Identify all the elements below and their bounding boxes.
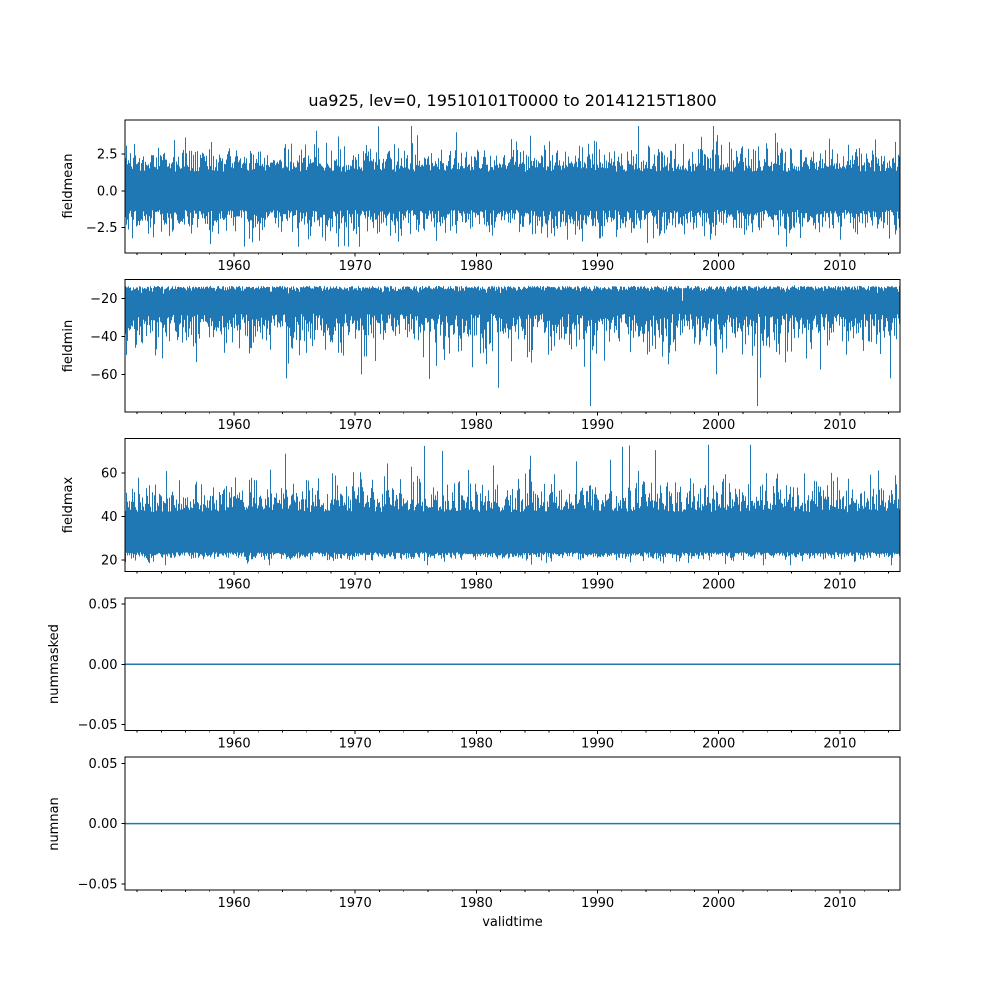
y-tick-label: 0.00 — [89, 817, 118, 832]
series-line-fieldmean — [125, 126, 900, 247]
y-tick-label: −0.05 — [78, 878, 118, 893]
x-tick-label: 1960 — [218, 737, 251, 752]
x-tick-label: 1990 — [581, 737, 614, 752]
axes-frame — [124, 119, 901, 254]
x-tick-label: 1980 — [460, 737, 493, 752]
x-tick-label: 2010 — [823, 259, 856, 274]
x-tick-label: 1970 — [339, 259, 372, 274]
y-tick-label: 0.05 — [89, 598, 118, 613]
x-tick-label: 1960 — [218, 418, 251, 433]
series-line-fieldmin — [125, 285, 900, 406]
x-tick-label: 2000 — [702, 896, 735, 911]
x-tick-label: 2000 — [702, 418, 735, 433]
x-tick-label: 1970 — [339, 737, 372, 752]
y-tick-label: 0.00 — [89, 658, 118, 673]
subplot-fieldmax: 1960 1970 1980 1990 2000 2010 60 40 20 — [101, 438, 901, 592]
figure-title: ua925, lev=0, 19510101T0000 to 20141215T… — [308, 91, 717, 110]
series-line-fieldmax — [125, 444, 900, 566]
y-tick-label: −2.5 — [86, 221, 118, 236]
x-tick-label: 2010 — [823, 418, 856, 433]
y-tick-label: −40 — [90, 330, 117, 345]
y-tick-label: −20 — [90, 292, 117, 307]
x-tick-label: 2010 — [823, 737, 856, 752]
x-tick-label: 1980 — [460, 896, 493, 911]
x-axis-label: validtime — [482, 915, 543, 930]
x-tick-label: 1960 — [218, 259, 251, 274]
subplot-nummasked: 1960 1970 1980 1990 2000 2010 0.05 0.00 −0.05 — [78, 597, 901, 752]
x-tick-label: 1990 — [581, 259, 614, 274]
ylabel-numnan: numnan — [46, 797, 62, 851]
y-tick-label: 60 — [101, 466, 118, 481]
axes-frame — [124, 438, 901, 572]
x-tick-label: 1970 — [339, 896, 372, 911]
subplot-numnan: 1960 1970 1980 1990 2000 2010 0.05 0.00 −0.05 — [78, 756, 901, 911]
axes-frame — [124, 278, 901, 413]
x-tick-label: 2010 — [823, 896, 856, 911]
x-tick-label: 1990 — [581, 418, 614, 433]
y-tick-label: −60 — [90, 368, 117, 383]
subplot-fieldmin: 1960 1970 1980 1990 2000 2010 −20 −40 −60 — [90, 278, 901, 433]
y-tick-label: 0.0 — [97, 184, 118, 199]
x-tick-label: 1970 — [339, 577, 372, 592]
x-tick-label: 1980 — [460, 418, 493, 433]
x-tick-label: 1960 — [218, 577, 251, 592]
ylabel-fieldmax: fieldmax — [60, 476, 76, 534]
x-tick-label: 1980 — [460, 259, 493, 274]
x-tick-label: 2000 — [702, 577, 735, 592]
x-tick-label: 2000 — [702, 737, 735, 752]
x-tick-label: 2010 — [823, 577, 856, 592]
ylabel-nummasked: nummasked — [46, 624, 62, 704]
x-tick-label: 1990 — [581, 896, 614, 911]
x-tick-label: 1970 — [339, 418, 372, 433]
subplot-fieldmean: 1960 1970 1980 1990 2000 2010 2.5 0.0 −2.5 — [86, 119, 901, 274]
x-tick-label: 1990 — [581, 577, 614, 592]
x-tick-label: 1980 — [460, 577, 493, 592]
x-tick-label: 2000 — [702, 259, 735, 274]
y-tick-label: 2.5 — [97, 148, 118, 163]
ylabel-fieldmin: fieldmin — [60, 319, 76, 373]
y-tick-label: 20 — [101, 553, 118, 568]
y-tick-label: 0.05 — [89, 757, 118, 772]
y-tick-label: −0.05 — [78, 718, 118, 733]
ylabel-fieldmean: fieldmean — [60, 153, 76, 219]
x-tick-label: 1960 — [218, 896, 251, 911]
y-tick-label: 40 — [101, 510, 118, 525]
